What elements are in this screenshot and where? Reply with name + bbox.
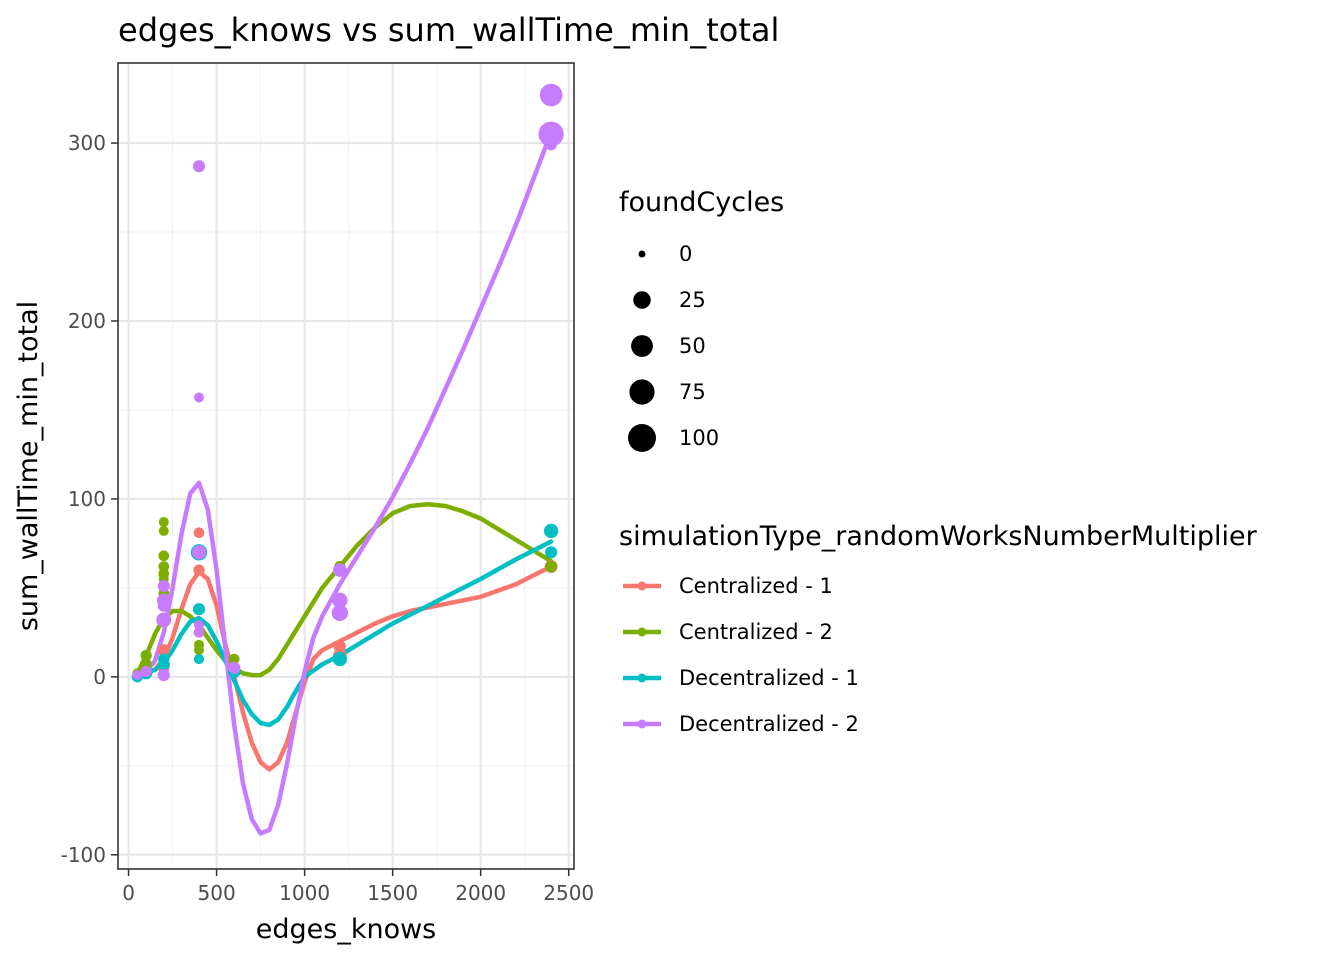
data-point	[545, 139, 557, 151]
data-point	[538, 121, 564, 147]
smooth-lines	[135, 130, 554, 836]
x-tick-label: 500	[198, 881, 236, 905]
data-point	[158, 525, 169, 536]
data-point	[332, 592, 348, 609]
data-point	[191, 545, 207, 560]
x-tick-label: 2500	[543, 881, 594, 905]
y-axis-ticks: -100 0 100 200 300	[61, 131, 118, 867]
size-legend-label: 0	[679, 242, 692, 266]
data-point	[194, 627, 204, 638]
color-legend-dot	[637, 627, 647, 637]
data-point	[157, 580, 170, 593]
data-point	[156, 612, 172, 628]
y-tick-label: 300	[68, 131, 106, 155]
smooth-line	[135, 539, 554, 728]
data-point	[539, 83, 563, 107]
y-tick-label: 0	[93, 665, 106, 689]
data-point	[194, 639, 204, 650]
data-point	[194, 654, 204, 665]
data-point	[228, 653, 240, 665]
panel-border	[117, 62, 575, 870]
y-axis-title: sum_wallTime_min_total	[13, 301, 44, 631]
size-legend-label: 25	[679, 288, 706, 312]
data-point	[157, 599, 170, 612]
data-point	[192, 160, 206, 173]
data-point	[192, 603, 206, 616]
color-legend-label: Decentralized - 2	[679, 712, 859, 736]
data-point	[545, 560, 557, 573]
y-tick-label: 200	[68, 309, 106, 333]
data-point	[158, 550, 170, 562]
plot-background	[118, 63, 574, 869]
grid	[118, 63, 574, 869]
size-legend-key	[628, 424, 656, 452]
data-point	[193, 564, 205, 576]
data-point	[158, 653, 170, 665]
smooth-line	[135, 564, 554, 772]
x-tick-label: 2000	[455, 881, 506, 905]
size-legend-label: 75	[679, 380, 706, 404]
data-point	[140, 665, 152, 678]
data-points	[131, 83, 564, 683]
color-legend-label: Decentralized - 1	[679, 666, 859, 690]
color-legend-dot	[637, 719, 647, 729]
color-legend: Centralized - 1 Centralized - 2 Decentrali…	[623, 574, 859, 736]
y-tick-label: 100	[68, 487, 106, 511]
size-legend: 0 25 50 75 100	[628, 242, 719, 452]
data-point	[333, 640, 346, 653]
x-tick-label: 0	[122, 881, 135, 905]
size-legend-label: 100	[679, 426, 719, 450]
y-tick-label: -100	[61, 843, 106, 867]
data-point	[157, 644, 170, 657]
data-point	[332, 651, 347, 667]
data-point	[543, 523, 559, 539]
size-legend-label: 50	[679, 334, 706, 358]
data-point	[194, 620, 204, 631]
x-axis-title: edges_knows	[256, 914, 436, 945]
data-point	[157, 668, 170, 682]
color-legend-label: Centralized - 1	[679, 574, 833, 598]
data-point	[132, 670, 143, 681]
smooth-line	[135, 130, 554, 836]
data-point	[158, 517, 169, 528]
data-point	[140, 649, 152, 662]
smooth-line	[135, 502, 554, 678]
size-legend-key	[631, 335, 653, 357]
color-legend-title: simulationType_randomWorksNumberMultipli…	[619, 521, 1258, 552]
x-axis-ticks: 0 500 1000 1500 2000 2500	[122, 869, 594, 905]
data-point	[193, 527, 205, 539]
color-legend-dot	[637, 581, 647, 591]
data-point	[331, 604, 349, 621]
data-point	[333, 563, 347, 577]
size-legend-key	[638, 250, 646, 258]
x-tick-label: 1500	[367, 881, 418, 905]
data-point	[228, 661, 241, 675]
x-tick-label: 1000	[279, 881, 330, 905]
chart-title: edges_knows vs sum_wallTime_min_total	[118, 11, 779, 49]
data-point	[194, 392, 204, 403]
data-point	[545, 546, 558, 559]
size-legend-key	[629, 379, 655, 405]
size-legend-key	[633, 291, 651, 309]
color-legend-dot	[637, 673, 647, 683]
color-legend-label: Centralized - 2	[679, 620, 833, 644]
size-legend-title: foundCycles	[619, 187, 784, 218]
